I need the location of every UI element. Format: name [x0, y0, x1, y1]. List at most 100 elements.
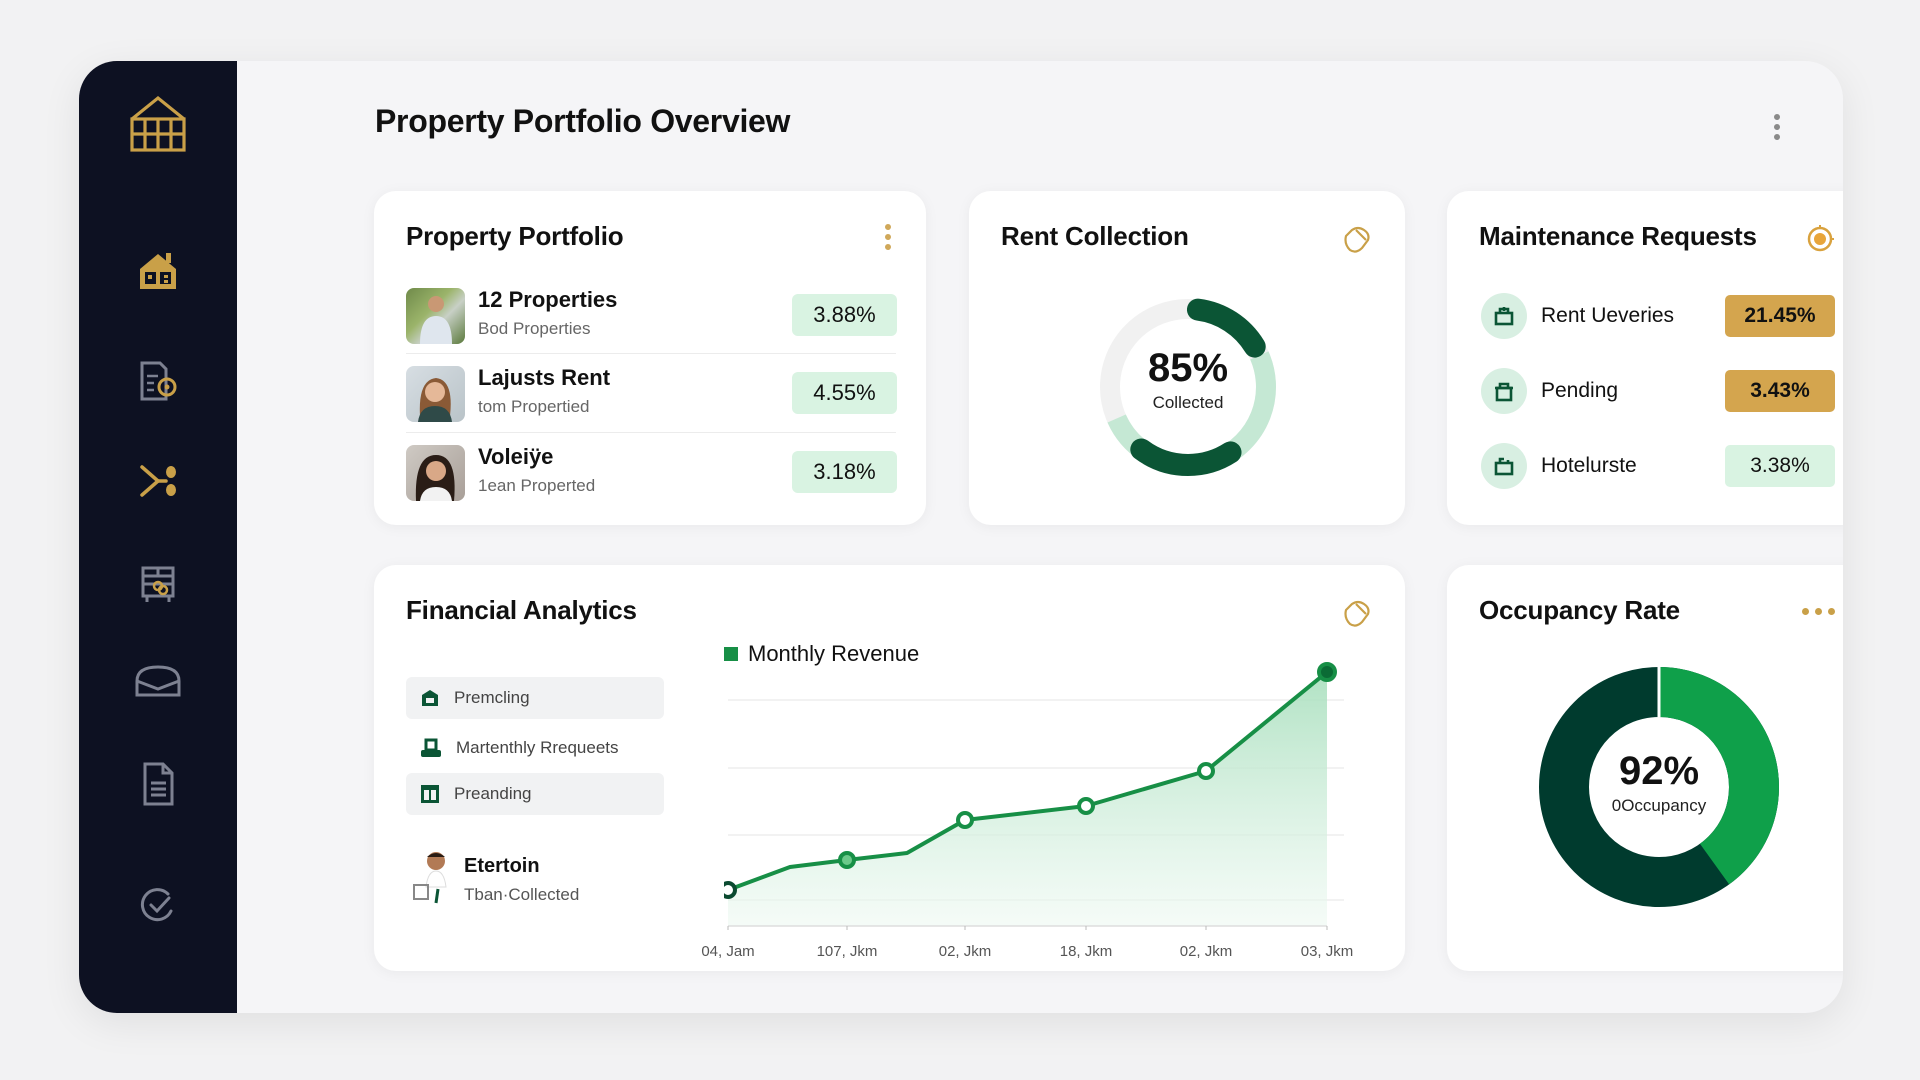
building-icon [422, 690, 438, 706]
maintenance-badge: 21.45% [1725, 295, 1835, 337]
property-portfolio-card: Property Portfolio 12 Properties Bod Pro… [374, 191, 926, 525]
x-axis-label: 18, Jkm [1059, 943, 1113, 960]
portfolio-row[interactable]: Lajusts Rent tom Propertied 4.55% [406, 359, 897, 431]
occupancy-percent: 92% [1618, 749, 1700, 793]
card-title: Rent Collection [1001, 221, 1189, 251]
target-icon [1807, 225, 1834, 252]
kebab-dot-icon [885, 234, 891, 240]
kebab-dot-icon [885, 244, 891, 250]
rent-caption: Collected [1152, 393, 1224, 412]
maintenance-row[interactable]: Hotelurste 3.38% [1481, 443, 1836, 495]
check-circle-icon [140, 888, 173, 922]
financial-action-button[interactable] [1339, 595, 1375, 631]
sidebar-item-documents[interactable] [130, 756, 186, 812]
cabinet-icon [421, 785, 439, 803]
occupancy-caption: 0Occupancy [1611, 796, 1707, 815]
portfolio-row[interactable]: Voleiÿe 1ean Properted 3.18% [406, 438, 897, 510]
page-title: Property Portfolio Overview [375, 103, 791, 139]
main-content: Property Portfolio Overview Property Por… [237, 61, 1843, 1013]
toolbox-icon [1481, 293, 1527, 339]
stamp-icon [421, 738, 441, 757]
dot-icon [1814, 607, 1822, 615]
legend-label: Monthly Revenue [748, 641, 920, 666]
portfolio-menu-button[interactable] [878, 221, 898, 253]
monthly-revenue-chart [724, 662, 1344, 930]
chart-legend: Monthly Revenue [724, 641, 919, 667]
sidebar-item-messages[interactable] [130, 653, 186, 709]
page-more-menu-button[interactable] [1767, 107, 1787, 147]
card-title: Maintenance Requests [1479, 221, 1757, 251]
document-icon [143, 762, 174, 806]
maintenance-action-button[interactable] [1802, 221, 1838, 257]
rent-action-button[interactable] [1339, 221, 1375, 257]
kebab-dot-icon [1774, 114, 1780, 120]
kebab-dot-icon [1774, 124, 1780, 130]
portfolio-row-name: 12 Properties [478, 287, 618, 312]
kebab-dot-icon [885, 224, 891, 230]
portfolio-row-sub: Bod Properties [478, 319, 591, 338]
card-title: Occupancy Rate [1479, 595, 1680, 625]
financial-analytics-card: Financial Analytics Premcling Martenthly… [374, 565, 1405, 971]
rent-collection-card: Rent Collection 85% Collected [969, 191, 1405, 525]
filter-label: Preanding [454, 784, 532, 803]
maintenance-row[interactable]: Pending 3.43% [1481, 368, 1836, 420]
dot-icon [1827, 607, 1835, 615]
money-bag-icon [1344, 600, 1370, 627]
maintenance-label: Hotelurste [1541, 454, 1637, 477]
dot-icon [1801, 607, 1809, 615]
portfolio-row-sub: 1ean Properted [478, 476, 596, 495]
portfolio-row-name: Voleiÿe [478, 444, 554, 469]
person-summary[interactable]: Etertoin Tban·Collected [412, 849, 652, 909]
avatar [406, 288, 465, 344]
x-axis-label: 107, Jkm [816, 943, 878, 960]
envelope-icon [135, 665, 181, 697]
sidebar-item-tools[interactable] [130, 453, 186, 509]
occupancy-menu-button[interactable] [1798, 601, 1838, 621]
rent-percent: 85% [1147, 346, 1229, 390]
sidebar-item-tasks[interactable] [130, 877, 186, 933]
portfolio-row-badge: 4.55% [792, 372, 897, 414]
financial-filter-item[interactable]: Martenthly Rrequeets [406, 727, 664, 769]
avatar [406, 445, 465, 501]
toolbox-icon [1481, 443, 1527, 489]
maintenance-badge: 3.43% [1725, 370, 1835, 412]
card-title: Property Portfolio [406, 221, 624, 251]
person-avatar-icon [413, 852, 447, 904]
money-bag-icon [1344, 226, 1370, 253]
occupancy-rate-card: Occupancy Rate 92% 0Occupancy [1447, 565, 1843, 971]
occupancy-donut [1539, 665, 1779, 907]
x-axis-label: 02, Jkm [1179, 943, 1233, 960]
portfolio-row-badge: 3.18% [792, 451, 897, 493]
sidebar [79, 61, 237, 1013]
maintenance-badge: 3.38% [1725, 445, 1835, 487]
avatar [406, 366, 465, 422]
maintenance-label: Rent Ueveries [1541, 304, 1675, 327]
x-axis-label: 04, Jam [701, 943, 755, 960]
occupancy-center-label: 92% 0Occupancy [1537, 749, 1781, 816]
scissors-icon [140, 465, 176, 497]
filter-label: Premcling [454, 688, 530, 707]
legend-swatch [724, 647, 738, 661]
portfolio-row-badge: 3.88% [792, 294, 897, 336]
person-name: Etertoin [464, 855, 540, 877]
sidebar-logo-warehouse[interactable] [123, 89, 193, 159]
portfolio-row[interactable]: 12 Properties Bod Properties 3.88% [406, 281, 897, 353]
rent-collection-donut [1099, 298, 1277, 476]
divider [406, 353, 896, 354]
divider [406, 432, 896, 433]
filter-label: Martenthly Rrequeets [456, 738, 619, 757]
portfolio-row-name: Lajusts Rent [478, 365, 611, 390]
sidebar-item-finance[interactable] [130, 556, 186, 612]
toolbox-icon [1481, 368, 1527, 414]
maintenance-requests-card: Maintenance Requests Rent Ueveries 21.45… [1447, 191, 1843, 525]
maintenance-row[interactable]: Rent Ueveries 21.45% [1481, 293, 1836, 345]
kebab-dot-icon [1774, 134, 1780, 140]
dashboard-window: Property Portfolio Overview Property Por… [79, 61, 1843, 1013]
x-axis-label: 03, Jkm [1300, 943, 1354, 960]
house-icon [140, 253, 176, 289]
financial-filter-item[interactable]: Premcling [406, 677, 664, 719]
sidebar-item-leases[interactable] [130, 353, 186, 409]
sidebar-item-properties[interactable] [130, 243, 186, 299]
rent-center-label: 85% Collected [1090, 346, 1286, 413]
financial-filter-item[interactable]: Preanding [406, 773, 664, 815]
